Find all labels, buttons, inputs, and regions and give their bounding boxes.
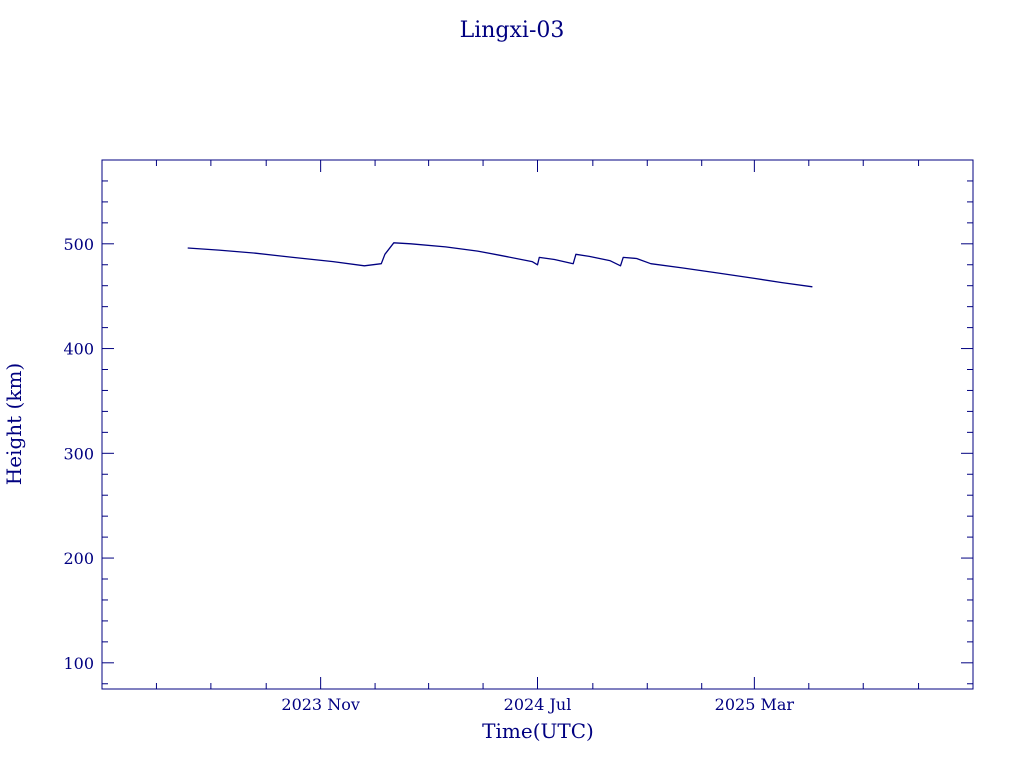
x-axis-label: Time(UTC) bbox=[482, 719, 594, 743]
y-axis-label: Height (km) bbox=[2, 363, 26, 485]
y-tick-label: 500 bbox=[63, 235, 94, 254]
y-tick-label: 400 bbox=[63, 340, 94, 359]
x-tick-label: 2025 Mar bbox=[715, 695, 795, 714]
x-axis: 2023 Nov 2024 Jul 2025 Mar bbox=[101, 160, 974, 714]
y-axis: 100 200 300 400 500 bbox=[63, 180, 973, 685]
x-tick-label: 2024 Jul bbox=[504, 695, 572, 714]
chart-title: Lingxi-03 bbox=[460, 18, 565, 43]
x-tick-label: 2023 Nov bbox=[281, 695, 359, 714]
y-tick-label: 200 bbox=[63, 549, 94, 568]
y-tick-label: 300 bbox=[63, 444, 94, 463]
y-tick-label: 100 bbox=[63, 654, 94, 673]
series-line bbox=[187, 242, 813, 288]
plot-frame bbox=[101, 159, 974, 690]
series-layer bbox=[187, 242, 813, 288]
